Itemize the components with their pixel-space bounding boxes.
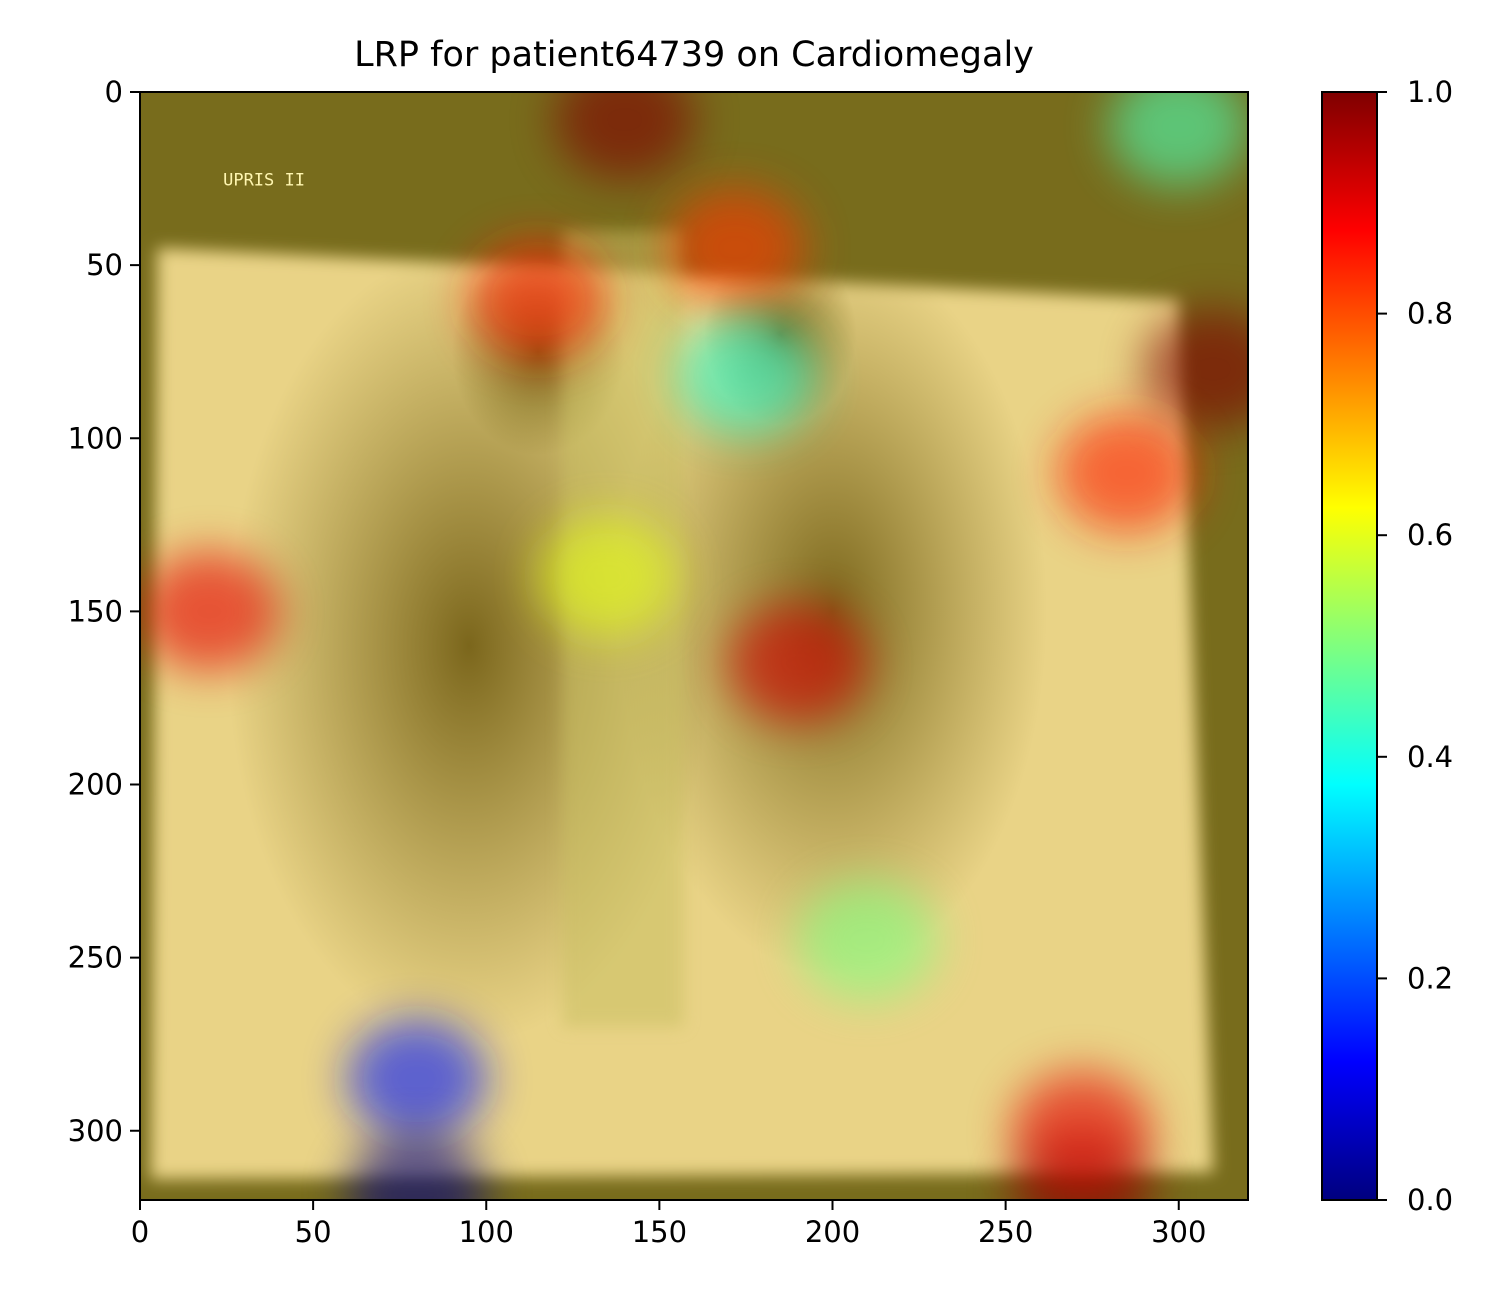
- relevance-hotspot: [675, 315, 816, 436]
- relevance-hotspot: [665, 187, 806, 308]
- y-tick-label: 0: [105, 75, 123, 109]
- relevance-hotspots: [140, 92, 1248, 1200]
- relevance-hotspot: [1011, 1070, 1152, 1191]
- heatmap-image-area: UPRIS II: [140, 92, 1248, 1200]
- colorbar-tick-label: 0.0: [1407, 1183, 1453, 1217]
- x-tick-label: 0: [131, 1215, 149, 1249]
- x-tick-label: 300: [1151, 1215, 1206, 1249]
- relevance-hotspot: [1143, 309, 1248, 429]
- relevance-hotspot: [140, 551, 280, 672]
- x-tick-label: 150: [632, 1215, 687, 1249]
- x-tick-label: 50: [295, 1215, 332, 1249]
- relevance-hotspot: [1108, 92, 1248, 187]
- y-axis: 0 50 100 150 200 250 300: [68, 75, 140, 1148]
- y-tick-label: 300: [68, 1114, 123, 1148]
- y-tick-label: 100: [68, 421, 123, 455]
- relevance-hotspot: [554, 92, 695, 180]
- relevance-hotspot: [468, 239, 609, 360]
- x-axis: 0 50 100 150 200 250 300: [131, 1200, 1206, 1249]
- colorbar-tick-label: 0.2: [1407, 961, 1453, 995]
- x-tick-label: 100: [459, 1215, 514, 1249]
- y-tick-label: 200: [68, 768, 123, 802]
- relevance-hotspot: [537, 516, 678, 637]
- colorbar-tick-label: 0.6: [1407, 518, 1453, 552]
- relevance-hotspot: [1056, 412, 1197, 533]
- plot-frame: [139, 91, 1249, 1201]
- x-tick-label: 250: [978, 1215, 1033, 1249]
- relevance-hotspot: [347, 1133, 487, 1200]
- colorbar-ticks: 0.0 0.2 0.4 0.6 0.8 1.0: [1377, 75, 1453, 1217]
- colorbar-tick-label: 0.4: [1407, 740, 1453, 774]
- x-tick-label: 200: [805, 1215, 860, 1249]
- relevance-hotspot: [347, 1018, 487, 1139]
- relevance-hotspot: [727, 603, 868, 724]
- colorbar: [1321, 91, 1378, 1201]
- y-tick-label: 50: [86, 248, 123, 282]
- y-tick-label: 250: [68, 941, 123, 975]
- colorbar-tick-label: 1.0: [1407, 75, 1453, 109]
- xray-marker-text: UPRIS II: [223, 170, 305, 190]
- relevance-hotspot: [797, 880, 938, 1001]
- chart-title: LRP for patient64739 on Cardiomegaly: [354, 35, 1034, 75]
- y-tick-label: 150: [68, 594, 123, 628]
- colorbar-tick-label: 0.8: [1407, 297, 1453, 331]
